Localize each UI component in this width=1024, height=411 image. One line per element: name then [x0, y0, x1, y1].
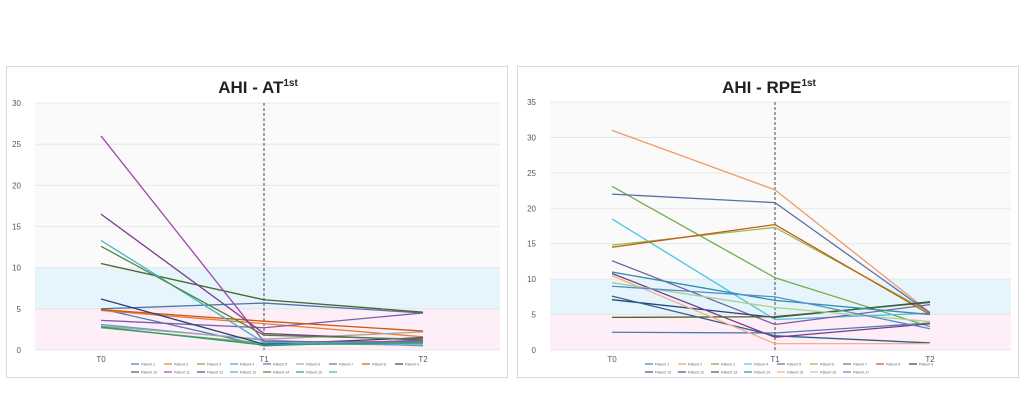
- chart-title: AHI - RPE1st: [722, 78, 816, 97]
- y-tick-label-15: 15: [527, 240, 536, 249]
- series-line-patient-14: [100, 245, 424, 340]
- series-line-patient-15: [100, 326, 424, 346]
- x-tick-label-t1: T1: [770, 355, 780, 364]
- legend-label-patient-9: Patient 9: [919, 362, 933, 366]
- y-tick-label-35: 35: [527, 98, 536, 107]
- series-line-patient-2: [611, 129, 931, 313]
- legend-label-patient-1: Patient 1: [141, 362, 155, 366]
- background-band-1: [550, 279, 1011, 315]
- y-tick-label-15: 15: [12, 223, 21, 232]
- chart-panel-ahi-rpe: AHI - RPE1st 0 5 10 15 20 25 30 35 T0 T1 T2 Patient …: [517, 66, 1019, 378]
- legend-label-patient-2: Patient 2: [688, 362, 702, 366]
- chart-panel-ahi-at: AHI - AT1st 0 5 10 15 20 25 30 T0 T1 T2 Patient 1 Pa…: [6, 66, 508, 378]
- x-tick-label-t2: T2: [925, 355, 935, 364]
- legend-label-patient-10: Patient 10: [141, 370, 157, 374]
- series-line-patient-8: [611, 223, 931, 316]
- x-tick-label-t0: T0: [607, 355, 617, 364]
- legend-label-patient-4: Patient 4: [240, 362, 254, 366]
- series-line-patient-2: [100, 309, 424, 338]
- legend-label-patient-15: Patient 15: [306, 370, 322, 374]
- y-tick-label-5: 5: [17, 305, 22, 314]
- series-line-patient-6: [100, 325, 424, 340]
- series-line-patient-9: [100, 298, 424, 345]
- y-tick-label-5: 5: [532, 311, 537, 320]
- chart-title-main: AHI - RPE: [722, 78, 801, 97]
- legend-label-patient-14: Patient 14: [273, 370, 289, 374]
- legend-label-patient-6: Patient 6: [306, 362, 320, 366]
- legend-label-patient-16: Patient 16: [820, 370, 836, 374]
- series-line-patient-7: [611, 193, 931, 314]
- legend-label-patient-3: Patient 3: [207, 362, 221, 366]
- legend-label-patient-9: Patient 9: [405, 362, 419, 366]
- y-tick-label-20: 20: [527, 204, 536, 213]
- series-line-patient-13: [611, 301, 931, 319]
- y-tick-label-30: 30: [527, 133, 536, 142]
- legend-label-patient-14: Patient 14: [754, 370, 770, 374]
- legend-label-patient-12: Patient 12: [207, 370, 223, 374]
- y-tick-label-0: 0: [17, 346, 22, 355]
- y-tick-label-30: 30: [12, 99, 21, 108]
- chart-title-main: AHI - AT: [218, 78, 284, 97]
- legend-label-patient-8: Patient 8: [372, 362, 386, 366]
- legend-label-patient-17: Patient 17: [853, 370, 869, 374]
- legend-label-patient-15: Patient 15: [787, 370, 803, 374]
- y-tick-label-0: 0: [532, 346, 537, 355]
- legend-label-patient-13: Patient 13: [240, 370, 256, 374]
- x-tick-label-t1: T1: [259, 355, 269, 364]
- legend-label-patient-4: Patient 4: [754, 362, 768, 366]
- legend-label-patient-3: Patient 3: [721, 362, 735, 366]
- series-line-patient-5: [100, 312, 424, 329]
- chart-svg-ahi-at: AHI - AT1st 0 5 10 15 20 25 30 T0 T1 T2 Patient 1 Pa…: [12, 78, 500, 374]
- chart-title-superscript: 1st: [283, 78, 298, 89]
- legend-label-patient-2: Patient 2: [174, 362, 188, 366]
- y-tick-label-10: 10: [12, 264, 21, 273]
- series-line-patient-10: [611, 295, 931, 344]
- series-line-patient-14: [611, 271, 931, 316]
- legend-label-patient-11: Patient 11: [174, 370, 190, 374]
- series-line-patient-7: [100, 302, 424, 314]
- series-line-patient-12: [611, 272, 931, 338]
- y-tick-label-25: 25: [527, 169, 536, 178]
- legend-label-patient-10: Patient 10: [655, 370, 671, 374]
- legend-label-patient-6: Patient 6: [820, 362, 834, 366]
- y-tick-label-25: 25: [12, 140, 21, 149]
- legend-label-patient-8: Patient 8: [886, 362, 900, 366]
- series-line-patient-11: [100, 135, 423, 343]
- legend-label-patient-12: Patient 12: [688, 370, 704, 374]
- x-tick-label-t0: T0: [96, 355, 106, 364]
- chart-title: AHI - AT1st: [218, 78, 298, 97]
- legend-label-patient-5: Patient 5: [787, 362, 801, 366]
- y-tick-label-10: 10: [527, 275, 536, 284]
- legend-label-patient-7: Patient 7: [339, 362, 353, 366]
- series-line-patient-16: [611, 282, 931, 323]
- series-line-patient-17: [611, 285, 931, 330]
- legend-label-patient-1: Patient 1: [655, 362, 669, 366]
- background-band-2: [550, 102, 1011, 280]
- series-line-patient-4: [611, 218, 931, 321]
- chart-title-superscript: 1st: [801, 78, 816, 89]
- series-line-patient-1: [611, 322, 931, 334]
- x-tick-label-t2: T2: [418, 355, 428, 364]
- legend-label-patient-13: Patient 13: [721, 370, 737, 374]
- series-line-patient-15: [611, 275, 930, 345]
- legend-label-patient-5: Patient 5: [273, 362, 287, 366]
- y-tick-label-20: 20: [12, 181, 21, 190]
- legend-label-patient-7: Patient 7: [853, 362, 867, 366]
